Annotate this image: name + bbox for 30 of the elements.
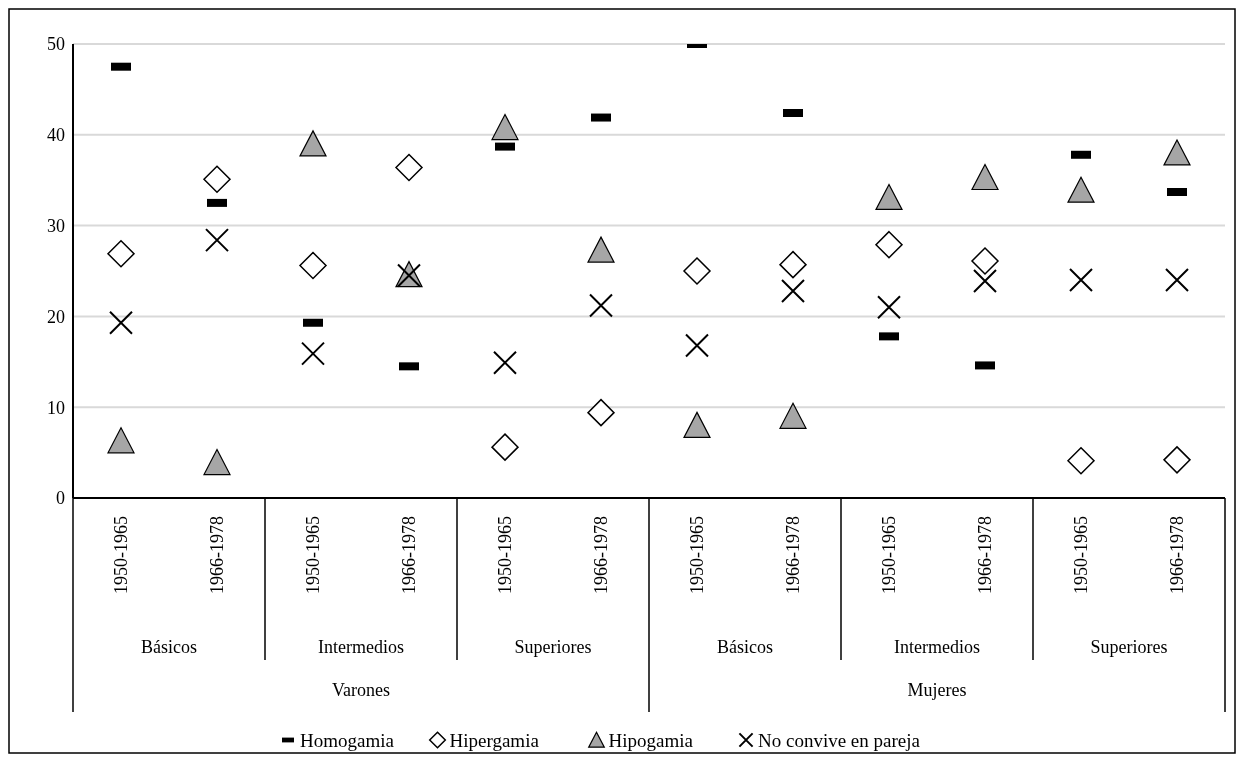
- x-tick-label: 1950-1965: [687, 516, 707, 594]
- y-tick-label: 20: [47, 306, 65, 327]
- x-tick-label: 1966-1978: [591, 516, 611, 594]
- text: Superiores: [514, 637, 592, 657]
- text: Básicos: [141, 637, 197, 657]
- x-tick-label: 1950-1965: [303, 516, 323, 594]
- text: Básicos: [717, 637, 773, 657]
- text: Varones: [332, 680, 390, 700]
- x-tick-label: 1950-1965: [111, 516, 131, 594]
- x-tick-label: 1966-1978: [207, 516, 227, 594]
- y-tick-label: 40: [47, 125, 65, 146]
- y-tick-label: 0: [56, 488, 65, 509]
- y-tick-label: 10: [47, 397, 65, 418]
- x-tick-label: 1966-1978: [399, 516, 419, 594]
- legend-label: No convive en pareja: [758, 729, 921, 751]
- legend-label: Hipergamia: [449, 729, 540, 751]
- legend-label: Hipogamia: [608, 729, 694, 751]
- y-tick-label: 30: [47, 215, 65, 236]
- x-tick-label: 1950-1965: [495, 516, 515, 594]
- x-tick-label: 1950-1965: [1071, 516, 1091, 594]
- text: Intermedios: [894, 637, 980, 657]
- x-tick-label: 1966-1978: [783, 516, 803, 594]
- legend-label: Homogamia: [300, 729, 395, 751]
- text: Mujeres: [907, 680, 967, 700]
- x-tick-label: 1950-1965: [879, 516, 899, 594]
- text: Superiores: [1090, 637, 1168, 657]
- x-tick-label: 1966-1978: [1167, 516, 1187, 594]
- x-tick-label: 1966-1978: [975, 516, 995, 594]
- text: Intermedios: [318, 637, 404, 657]
- y-tick-label: 50: [47, 34, 65, 55]
